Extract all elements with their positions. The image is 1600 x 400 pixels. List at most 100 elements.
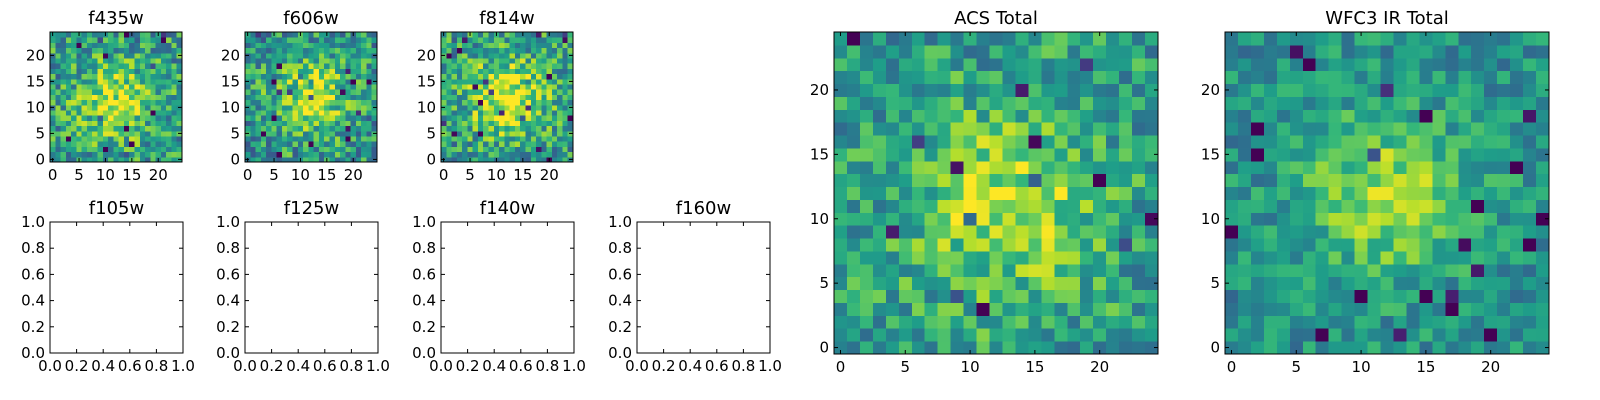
heatmap-cell [1458, 250, 1472, 265]
heatmap-cell [366, 89, 373, 95]
heatmap-cell [456, 130, 463, 137]
heatmap-cell [308, 136, 315, 142]
heatmap-cell [1225, 109, 1239, 123]
heatmap-cell [1028, 238, 1042, 252]
heatmap-cell [441, 63, 447, 69]
heatmap-cell [303, 130, 309, 137]
heatmap-cell [1471, 70, 1485, 85]
heatmap-cell [911, 173, 926, 188]
heatmap-cell [276, 58, 283, 64]
heatmap-cell [472, 68, 479, 75]
heatmap-cell [139, 115, 146, 121]
heatmap-cell [989, 135, 1003, 149]
heatmap-cell [898, 44, 913, 59]
heatmap-cell [171, 146, 178, 153]
heatmap-cell [1406, 147, 1420, 162]
heatmap-cell [1132, 199, 1146, 213]
heatmap-cell [318, 120, 325, 127]
heatmap-cell [504, 37, 511, 43]
heatmap-cell [50, 110, 56, 116]
heatmap-cell [155, 104, 162, 111]
heatmap-cell [551, 110, 558, 116]
heatmap-cell [329, 151, 336, 158]
y-tick-label: 0.4 [608, 292, 632, 310]
heatmap-cell [1328, 276, 1343, 291]
heatmap-cell [371, 125, 378, 132]
heatmap-cell [1093, 173, 1107, 188]
heatmap-cell [567, 73, 574, 80]
heatmap-cell [1432, 186, 1446, 200]
heatmap-cell [557, 130, 563, 137]
heatmap-cell [340, 73, 346, 80]
heatmap-cell [541, 120, 548, 127]
heatmap-cell [313, 52, 320, 59]
heatmap-cell [1380, 225, 1394, 239]
heatmap-cell [55, 68, 62, 75]
heatmap-cell [846, 199, 861, 213]
heatmap-cell [1445, 302, 1459, 316]
heatmap-cell [97, 52, 104, 59]
heatmap-cell [467, 110, 474, 116]
heatmap-cell [145, 32, 151, 38]
heatmap-cell [509, 47, 516, 54]
heatmap-cell [1302, 135, 1317, 149]
heatmap-cell [81, 136, 88, 142]
heatmap-cell [250, 58, 257, 64]
heatmap-cell [488, 141, 495, 147]
heatmap-cell [472, 78, 479, 85]
heatmap-cell [1354, 328, 1369, 342]
heatmap-cell [989, 83, 1003, 97]
heatmap-cell [846, 263, 861, 278]
heatmap-cell [846, 122, 861, 136]
heatmap-cell [1536, 186, 1550, 200]
heatmap-cell [446, 94, 453, 101]
heatmap-cell [456, 136, 463, 142]
heatmap-cell [76, 52, 83, 59]
heatmap-cell [546, 141, 553, 147]
heatmap-cell [1093, 212, 1107, 226]
heatmap-cell [366, 94, 373, 101]
heatmap-cell [462, 63, 468, 69]
heatmap-cell [541, 73, 548, 80]
heatmap-cell [166, 125, 172, 132]
x-tick-label: 20 [1090, 358, 1109, 376]
heatmap-cell [976, 263, 991, 278]
heatmap-cell [97, 78, 104, 85]
heatmap-cell [1315, 276, 1330, 291]
heatmap-cell [55, 84, 62, 90]
heatmap-cell [297, 125, 304, 132]
heatmap-cell [350, 47, 357, 54]
heatmap-cell [281, 99, 288, 106]
heatmap-cell [81, 120, 88, 127]
heatmap-cell [541, 94, 548, 101]
heatmap-cell [260, 136, 267, 142]
heatmap-cell [345, 125, 352, 132]
heatmap-cell [472, 32, 479, 38]
heatmap-cell [520, 37, 526, 43]
heatmap-cell [1067, 328, 1081, 342]
heatmap-cell [989, 250, 1003, 265]
heatmap-cell [345, 47, 352, 54]
heatmap-cell [1015, 212, 1029, 226]
heatmap-cell [1028, 70, 1042, 85]
heatmap-cell [551, 32, 558, 38]
heatmap-cell [81, 115, 88, 121]
heatmap-cell [118, 84, 125, 90]
heatmap-cell [1093, 328, 1107, 342]
heatmap-cell [1458, 302, 1472, 316]
heatmap-cell [250, 120, 257, 127]
heatmap-cell [355, 84, 362, 90]
heatmap-cell [846, 328, 861, 342]
heatmap-cell [1289, 199, 1304, 213]
heatmap-cell [834, 225, 848, 239]
heatmap-cell [520, 63, 526, 69]
heatmap-cell [451, 99, 458, 106]
heatmap-cell [541, 115, 548, 121]
heatmap-cell [1041, 276, 1055, 291]
heatmap-cell [541, 84, 548, 90]
heatmap-cell [118, 78, 125, 85]
heatmap-cell [859, 57, 874, 72]
heatmap-cell [155, 42, 162, 49]
heatmap-cell [97, 136, 104, 142]
heatmap-cell [937, 250, 952, 265]
